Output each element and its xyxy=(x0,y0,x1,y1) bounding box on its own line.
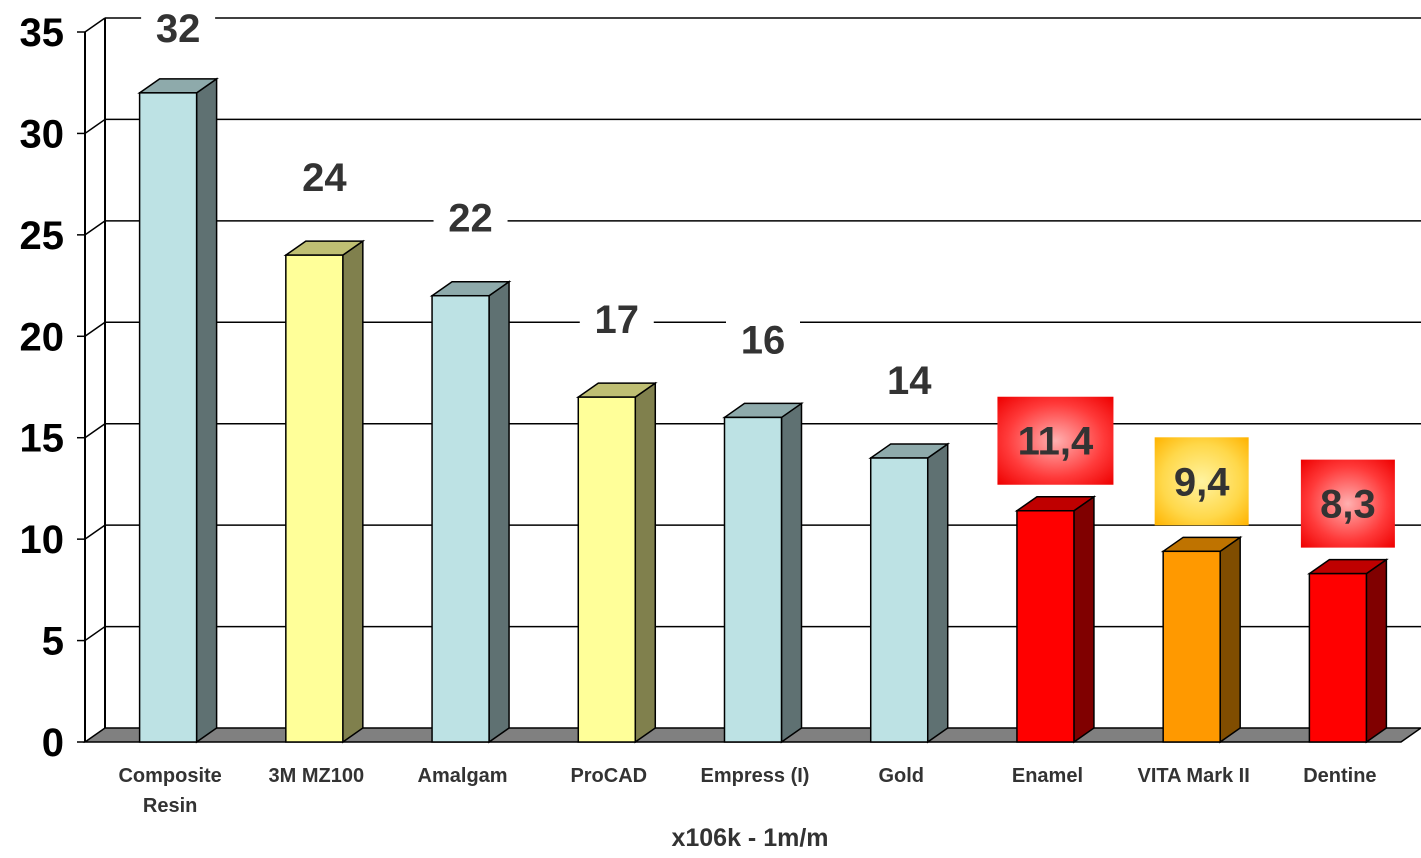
bar xyxy=(286,241,363,742)
bar xyxy=(1163,537,1240,742)
data-label: 8,3 xyxy=(1320,483,1376,527)
gridline-depth xyxy=(85,627,105,641)
x-tick-label: ProCAD xyxy=(570,765,647,787)
y-tick-label: 5 xyxy=(42,620,64,664)
y-tick-label: 0 xyxy=(42,721,64,765)
y-tick-label: 35 xyxy=(20,11,65,55)
bar-front xyxy=(286,255,343,742)
x-tick-label: 3M MZ100 xyxy=(269,765,365,787)
gridline-depth xyxy=(85,18,105,32)
bar-front xyxy=(578,397,635,742)
bar-front xyxy=(871,458,928,742)
y-tick-label: 20 xyxy=(20,315,65,359)
x-tick-label: Gold xyxy=(878,765,924,787)
bar-side xyxy=(1366,560,1386,742)
data-label: 24 xyxy=(302,156,347,200)
x-tick-label: Empress (I) xyxy=(701,765,810,787)
x-tick-label: Amalgam xyxy=(418,765,508,787)
gridline-depth xyxy=(85,322,105,336)
bar-front xyxy=(1309,574,1366,742)
data-label: 22 xyxy=(448,197,493,241)
bar xyxy=(578,383,655,742)
y-tick-label: 10 xyxy=(20,518,65,562)
bar xyxy=(432,282,509,742)
gridline-depth xyxy=(85,525,105,539)
x-tick-label: Composite Resin xyxy=(118,765,221,817)
gridline-depth xyxy=(85,424,105,438)
y-tick-label: 25 xyxy=(20,214,65,258)
y-tick-label: 30 xyxy=(20,112,65,156)
bar-front xyxy=(1163,551,1220,742)
y-tick-label: 15 xyxy=(20,417,65,461)
x-tick-label: VITA Mark II xyxy=(1138,765,1250,787)
data-label: 17 xyxy=(595,298,640,342)
bar-side xyxy=(343,241,363,742)
bar xyxy=(1017,497,1094,742)
data-label: 16 xyxy=(741,318,786,362)
bar xyxy=(1309,560,1386,742)
gridline-depth xyxy=(85,221,105,235)
data-label: 32 xyxy=(156,7,201,51)
data-label: 9,4 xyxy=(1174,460,1230,504)
gridline-depth xyxy=(85,119,105,133)
x-tick-label: Dentine xyxy=(1303,765,1376,787)
bar-side xyxy=(1074,497,1094,742)
bar xyxy=(140,79,217,742)
bar-side xyxy=(782,403,802,742)
bar xyxy=(725,403,802,742)
bar xyxy=(871,444,948,742)
bar-side xyxy=(489,282,509,742)
bar-front xyxy=(432,296,489,742)
bar-side xyxy=(635,383,655,742)
bar-side xyxy=(1220,537,1240,742)
x-axis-label: x106k - 1m/m xyxy=(671,824,828,852)
axes xyxy=(77,18,105,742)
data-label: 11,4 xyxy=(1018,420,1094,464)
bar-side xyxy=(928,444,948,742)
x-tick-label: Enamel xyxy=(1012,765,1083,787)
bar-front xyxy=(140,93,197,742)
bar-side xyxy=(197,79,217,742)
bar-front xyxy=(1017,511,1074,742)
bar-front xyxy=(725,417,782,742)
data-label: 14 xyxy=(887,359,932,403)
